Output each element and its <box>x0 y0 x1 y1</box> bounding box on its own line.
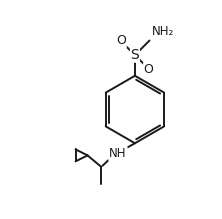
Text: NH₂: NH₂ <box>152 25 174 38</box>
Text: O: O <box>116 34 126 48</box>
Text: S: S <box>131 48 139 62</box>
Text: O: O <box>144 63 154 76</box>
Text: NH: NH <box>109 147 127 160</box>
